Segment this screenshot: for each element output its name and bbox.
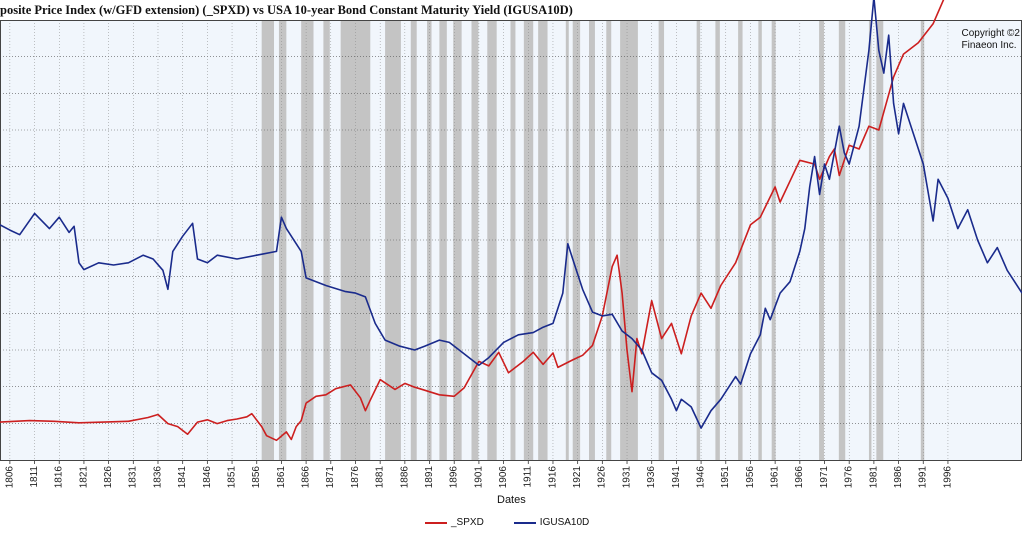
x-tick-label: 1931 xyxy=(621,466,632,489)
x-tick-label: 1846 xyxy=(202,466,213,489)
x-tick-label: 1806 xyxy=(4,466,15,489)
x-tick-label: 1876 xyxy=(350,466,361,489)
x-tick-label: 1941 xyxy=(671,466,682,489)
recession-band xyxy=(301,20,314,460)
x-axis-label: Dates xyxy=(497,494,526,506)
x-tick-label: 1811 xyxy=(29,466,40,488)
x-tick-label: 1841 xyxy=(177,466,188,489)
recession-band xyxy=(453,20,462,460)
recession-band xyxy=(771,20,776,460)
x-tick-label: 1926 xyxy=(597,466,608,489)
recession-band xyxy=(538,20,548,460)
recession-band xyxy=(738,20,743,460)
x-tick-label: 1966 xyxy=(794,466,805,489)
x-tick-label: 1866 xyxy=(301,466,312,489)
x-tick-label: 1891 xyxy=(424,466,435,489)
x-tick-label: 1946 xyxy=(695,466,706,489)
recession-band xyxy=(439,20,447,460)
recession-band xyxy=(819,20,825,460)
x-tick-label: 1916 xyxy=(547,466,558,489)
x-tick-label: 1956 xyxy=(745,466,756,489)
recession-band xyxy=(758,20,762,460)
recession-band xyxy=(410,20,417,460)
x-tick-label: 1901 xyxy=(473,466,484,489)
x-tick-label: 1991 xyxy=(918,466,929,489)
x-tick-label: 1986 xyxy=(893,466,904,489)
legend-swatch-igusa10d xyxy=(513,521,536,524)
x-tick-label: 1936 xyxy=(646,466,657,489)
x-tick-label: 1881 xyxy=(375,466,386,489)
x-tick-label: 1911 xyxy=(523,466,534,488)
series-line-igusa10d xyxy=(0,0,1022,429)
x-tick-label: 1861 xyxy=(276,466,287,489)
x-tick-label: 1906 xyxy=(498,466,509,489)
x-tick-label: 1981 xyxy=(868,466,879,489)
x-tick-label: 1951 xyxy=(720,466,731,489)
legend-swatch-spxd xyxy=(425,521,447,524)
chart-title: posite Price Index (w/GFD extension) (_S… xyxy=(0,3,573,17)
recession-band xyxy=(510,20,516,460)
x-tick-label: 1961 xyxy=(770,466,781,489)
x-tick-label: 1821 xyxy=(78,466,89,489)
series-line-spxd xyxy=(0,0,945,442)
x-tick-label: 1816 xyxy=(54,466,65,489)
recession-band xyxy=(323,20,330,460)
x-tick-label: 1896 xyxy=(449,466,460,489)
x-tick-label: 1826 xyxy=(103,466,114,489)
x-tick-label: 1851 xyxy=(226,466,237,489)
legend-label-spxd: _SPXD xyxy=(451,517,484,528)
x-tick-label: 1976 xyxy=(844,466,855,489)
recession-band xyxy=(696,20,701,460)
x-tick-label: 1856 xyxy=(251,466,262,489)
copyright-text: Copyright ©2 Finaeon Inc. xyxy=(961,28,1020,51)
recession-band xyxy=(620,20,638,460)
x-tick-label: 1921 xyxy=(572,466,583,489)
recession-band xyxy=(606,20,612,460)
x-tick-label: 1836 xyxy=(152,466,163,489)
recession-band xyxy=(487,20,497,460)
x-tick-label: 1886 xyxy=(399,466,410,489)
legend-item-spxd: _SPXD xyxy=(425,517,484,528)
x-tick-label: 1996 xyxy=(942,466,953,489)
x-tick-label: 1971 xyxy=(819,466,830,489)
legend: _SPXD IGUSA10D xyxy=(425,517,613,528)
recession-band xyxy=(658,20,665,460)
legend-label-igusa10d: IGUSA10D xyxy=(539,517,590,528)
recession-band xyxy=(838,20,846,460)
recession-band xyxy=(920,20,925,460)
legend-item-igusa10d: IGUSA10D xyxy=(513,517,590,528)
x-tick-label: 1831 xyxy=(128,466,139,489)
x-tick-label: 1871 xyxy=(325,466,336,489)
